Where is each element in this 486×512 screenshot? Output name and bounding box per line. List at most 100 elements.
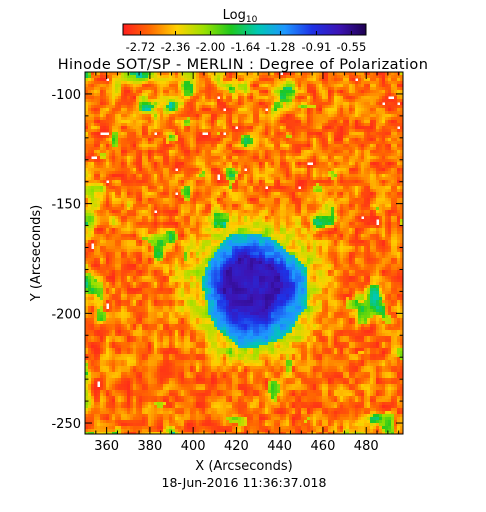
heatmap-cell [280, 78, 284, 82]
heatmap-cell [385, 135, 389, 139]
heatmap-cell [244, 186, 248, 190]
heatmap-cell [235, 144, 239, 148]
heatmap-cell [142, 105, 146, 109]
heatmap-cell [217, 126, 221, 130]
heatmap-cell [139, 87, 143, 91]
heatmap-cell [205, 174, 209, 178]
heatmap-cell [205, 156, 209, 160]
heatmap-cell [220, 138, 224, 142]
heatmap-cell [139, 90, 143, 94]
heatmap-cell [181, 177, 185, 181]
heatmap-cell [166, 135, 170, 139]
heatmap-cell [310, 204, 314, 208]
heatmap-cell [211, 180, 215, 184]
heatmap-cell [157, 147, 161, 151]
heatmap-cell [334, 147, 338, 151]
heatmap-cell [160, 156, 164, 160]
heatmap-cell [304, 132, 308, 136]
heatmap-cell [394, 126, 398, 130]
heatmap-cell [322, 96, 326, 100]
heatmap-cell [346, 117, 350, 121]
heatmap-cell [178, 144, 182, 148]
heatmap-cell [157, 120, 161, 124]
heatmap-cell [232, 132, 236, 136]
heatmap-cell [139, 72, 143, 76]
heatmap-cell [376, 102, 380, 106]
heatmap-cell [361, 177, 365, 181]
heatmap-cell [298, 177, 302, 181]
heatmap-cell [118, 102, 122, 106]
heatmap-cell [133, 147, 137, 151]
heatmap-cell [166, 102, 170, 106]
heatmap-cell [259, 105, 263, 109]
heatmap-cell [199, 195, 203, 199]
heatmap-cell [379, 81, 383, 85]
heatmap-cell [259, 183, 263, 187]
heatmap-cell [373, 156, 377, 160]
heatmap-cell [145, 210, 149, 214]
heatmap-cell [115, 186, 119, 190]
heatmap-cell [169, 114, 173, 118]
heatmap-cell [235, 174, 239, 178]
heatmap-cell [187, 192, 191, 196]
heatmap-cell [331, 198, 335, 202]
heatmap-cell [115, 72, 119, 76]
heatmap-cell [283, 177, 287, 181]
heatmap-cell [301, 186, 305, 190]
heatmap-cell [223, 75, 227, 79]
heatmap-cell [178, 189, 182, 193]
heatmap-cell [343, 153, 347, 157]
heatmap-cell [169, 174, 173, 178]
heatmap-cell [346, 165, 350, 169]
heatmap-cell [247, 186, 251, 190]
heatmap-cell [358, 138, 362, 142]
heatmap-cell [247, 153, 251, 157]
heatmap-cell [370, 132, 374, 136]
heatmap-cell [220, 132, 224, 136]
heatmap-cell [382, 84, 386, 88]
heatmap-cell [343, 138, 347, 142]
heatmap-cell [88, 99, 92, 103]
heatmap-cell [235, 162, 239, 166]
heatmap-cell [271, 174, 275, 178]
heatmap-cell [166, 123, 170, 127]
heatmap-cell [157, 168, 161, 172]
heatmap-cell [172, 81, 176, 85]
heatmap-cell [280, 84, 284, 88]
heatmap-cell [358, 195, 362, 199]
colorbar-label: Log10 [223, 8, 258, 25]
heatmap-cell [199, 144, 203, 148]
heatmap-cell [202, 138, 206, 142]
heatmap-cell [109, 138, 113, 142]
heatmap-cell [169, 96, 173, 100]
heatmap-cell [259, 123, 263, 127]
heatmap-cell [379, 177, 383, 181]
heatmap-cell [262, 165, 266, 169]
heatmap-cell [148, 207, 152, 211]
heatmap-cell [181, 174, 185, 178]
heatmap-cell [259, 162, 263, 166]
heatmap-cell [94, 177, 98, 181]
heatmap-cell [319, 189, 323, 193]
heatmap-cell [181, 81, 185, 85]
heatmap-cell [169, 156, 173, 160]
heatmap-cell [130, 183, 134, 187]
heatmap-cell [112, 204, 116, 208]
heatmap-cell [292, 108, 296, 112]
heatmap-cell [157, 144, 161, 148]
heatmap-cell [379, 135, 383, 139]
heatmap-cell [196, 153, 200, 157]
heatmap-cell [256, 177, 260, 181]
heatmap-cell [193, 138, 197, 142]
heatmap-cell [172, 177, 176, 181]
heatmap-cell [94, 207, 98, 211]
heatmap-cell [319, 105, 323, 109]
heatmap-cell [100, 117, 104, 121]
heatmap-cell [127, 93, 131, 97]
heatmap-cell [247, 141, 251, 145]
heatmap-cell [88, 114, 92, 118]
heatmap-cell [328, 144, 332, 148]
heatmap-cell [316, 96, 320, 100]
heatmap-cell [187, 81, 191, 85]
heatmap-cell [184, 171, 188, 175]
